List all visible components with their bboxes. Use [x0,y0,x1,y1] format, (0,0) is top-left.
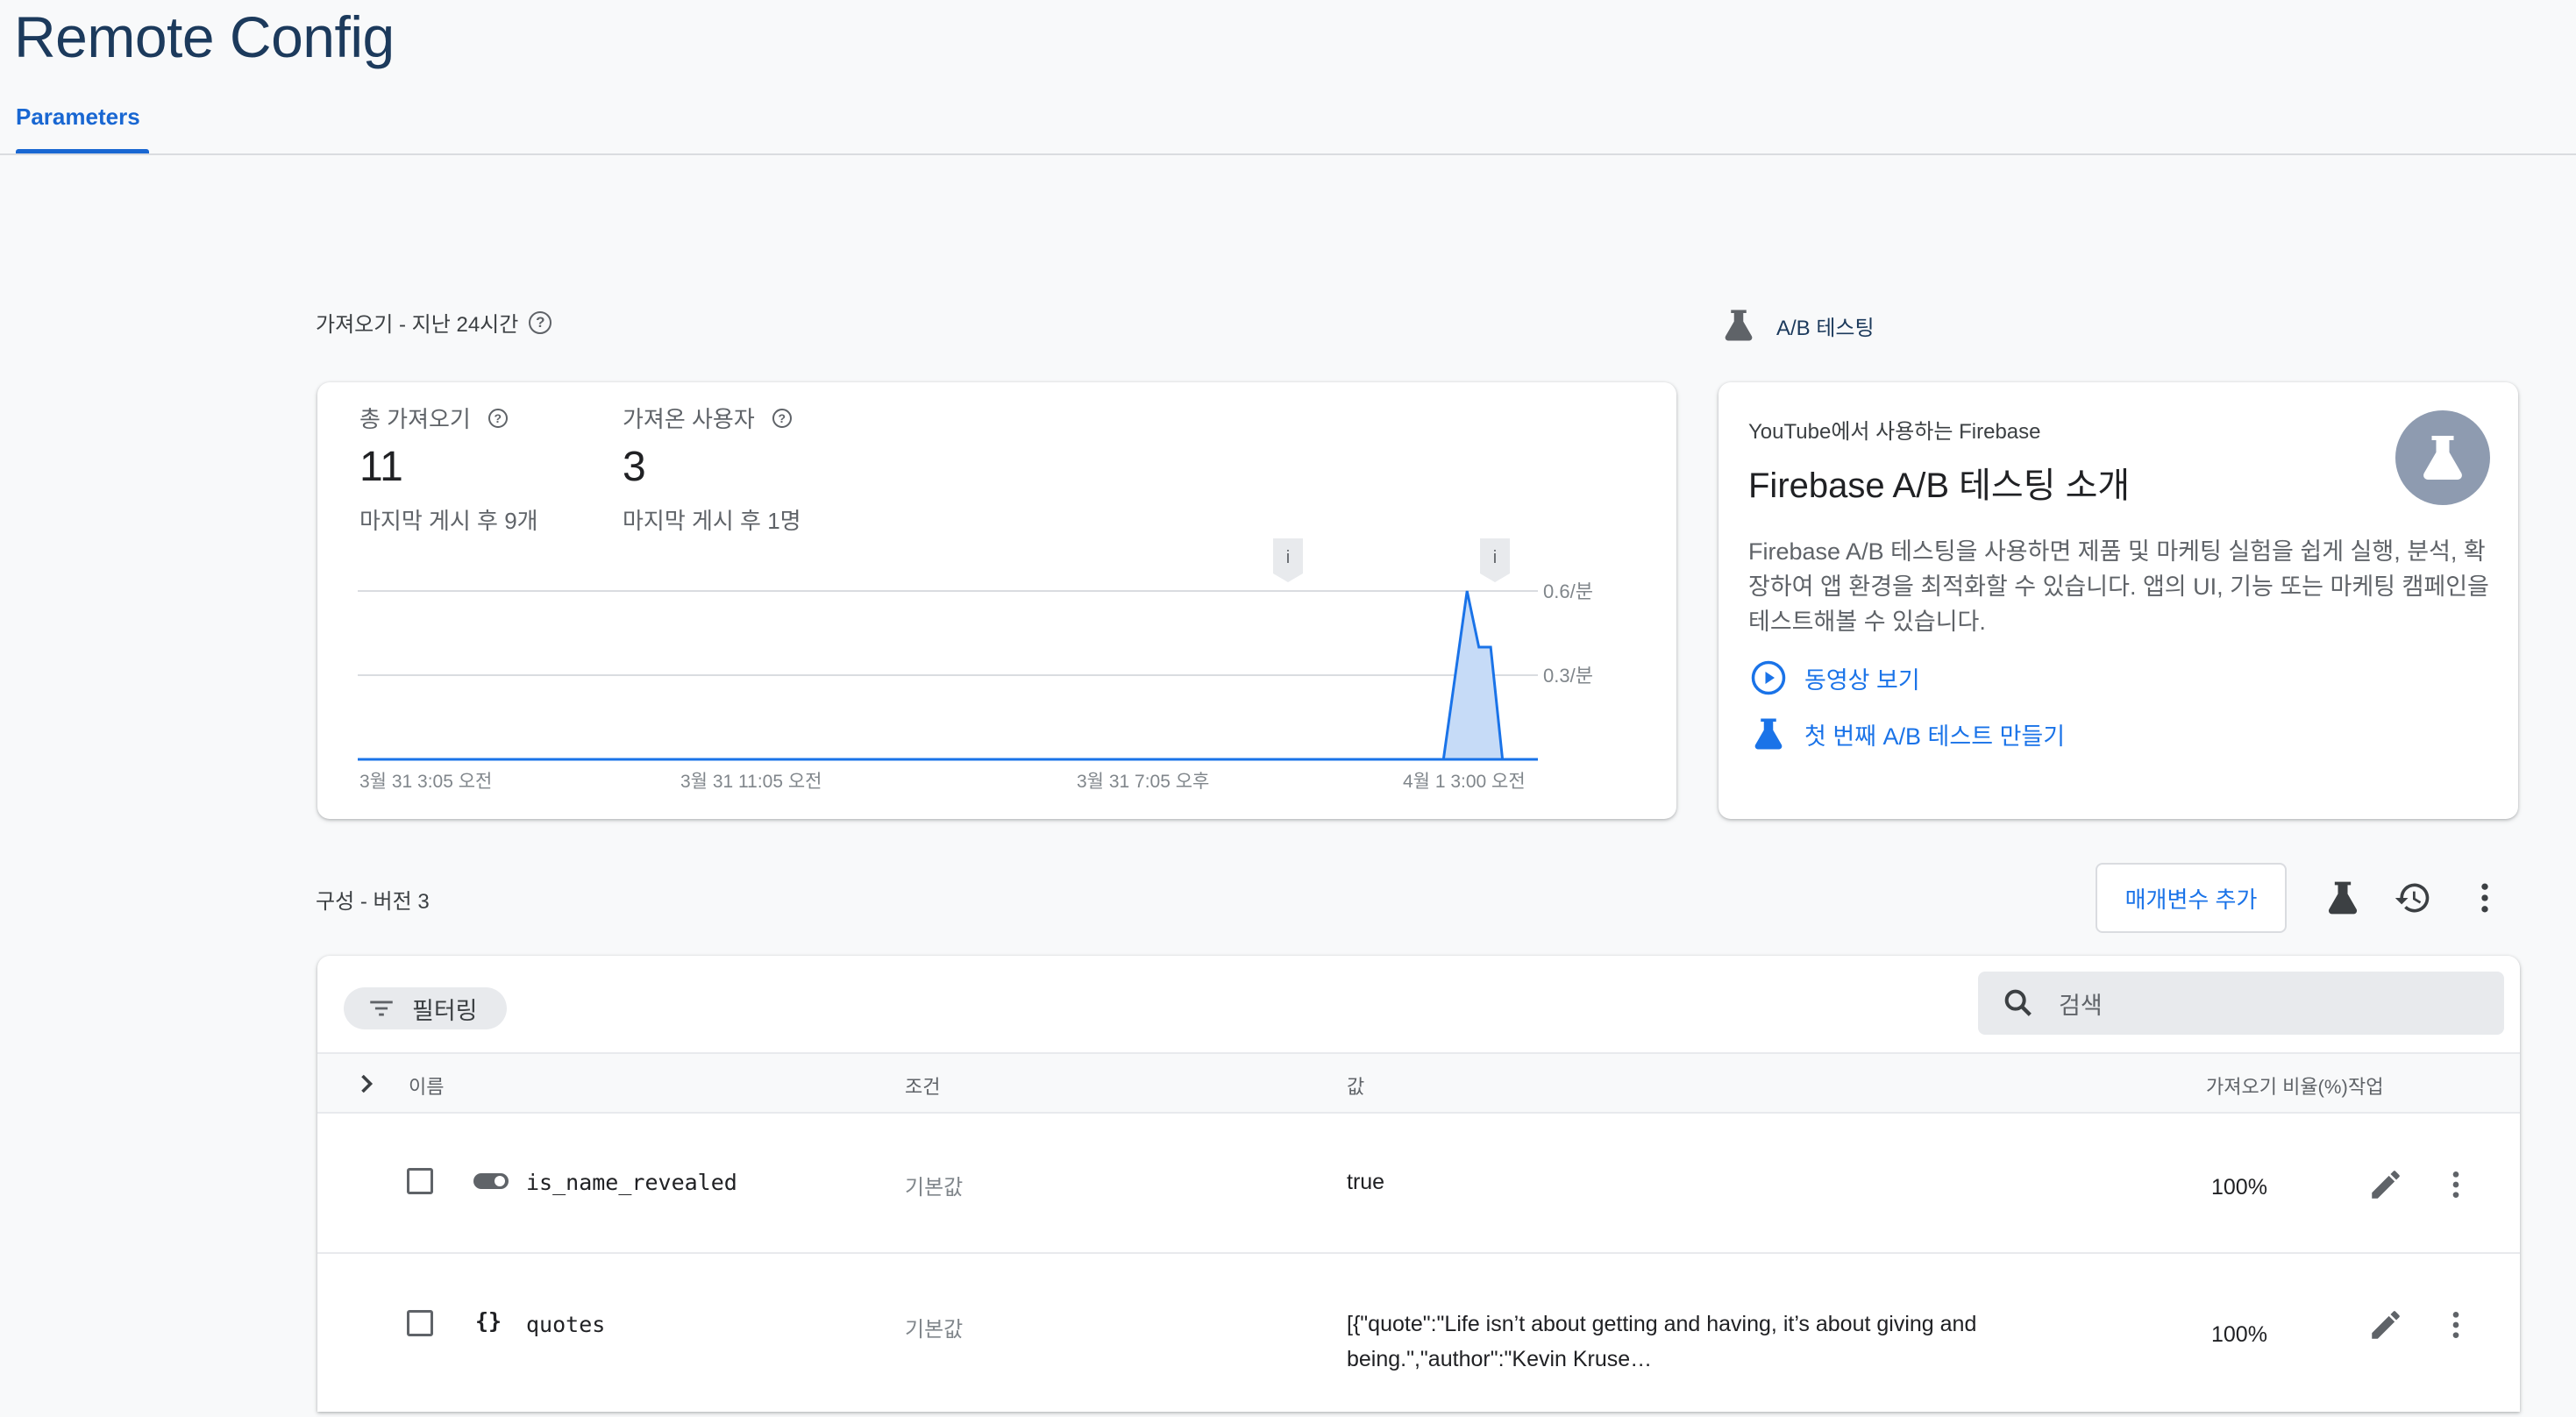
ab-description: Firebase A/B 테스팅을 사용하면 제품 및 마케팅 실험을 쉽게 실… [1748,538,2489,635]
table-header-top-border [317,1052,2520,1054]
x-tick-label: 4월 1 3:00 오전 [1403,772,1526,792]
toggle-icon [473,1173,509,1189]
watch-video-link[interactable]: 동영상 보기 [1750,659,1920,696]
filter-label: 필터링 [412,997,478,1024]
x-tick-label: 3월 31 7:05 오후 [1077,772,1209,792]
history-button[interactable] [2390,875,2436,921]
flask-icon [1754,718,1783,750]
parameter-value: true [1347,1170,1385,1194]
filter-chip[interactable]: 필터링 [344,987,507,1029]
tabs-divider [0,153,2576,155]
table-divider [317,1252,2520,1254]
ab-eyebrow: YouTube에서 사용하는 Firebase [1748,420,2041,444]
search-icon [2004,989,2032,1016]
flask-icon [2328,881,2358,915]
help-icon[interactable]: ? [487,408,508,428]
parameter-value-line: [{"quote":"Life isn’t about getting and … [1347,1312,1977,1336]
parameter-fetch-rate: 100% [2211,1175,2267,1200]
edit-button[interactable] [2364,1303,2408,1347]
users-fetch-value: 3 [623,444,646,490]
chevron-right-icon [361,1074,374,1093]
column-header-fetch-rate: 가져오기 비율(%) [2206,1076,2348,1098]
total-fetch-sub: 마지막 게시 후 9개 [359,508,538,534]
config-title: 구성 - 버전 3 [316,890,430,914]
users-fetch-sub: 마지막 게시 후 1명 [623,508,801,534]
parameter-value-line: being.","author":"Kevin Kruse… [1347,1347,1653,1371]
watch-video-label: 동영상 보기 [1804,666,1920,694]
expand-all-button[interactable] [349,1066,384,1101]
more-vert-icon [2481,883,2488,913]
table-divider [317,1112,2520,1114]
column-header-condition: 조건 [905,1076,941,1098]
fetch-section-title-text: 가져오기 - 지난 24시간 [316,313,519,337]
svg-text:i: i [1286,548,1290,567]
ab-section-title: A/B 테스팅 [1720,307,1875,344]
annotation-marker[interactable]: i [1273,538,1303,582]
annotation-marker[interactable]: i [1480,538,1510,582]
parameter-condition: 기본값 [905,1318,964,1342]
fetch-chart: 0.6/분 0.3/분 i i 3월 31 3:05 오전 3월 31 11:0… [358,538,1593,792]
pencil-icon [2372,1311,2400,1339]
row-checkbox[interactable] [407,1310,433,1336]
row-more-button[interactable] [2434,1163,2478,1207]
add-parameter-button[interactable]: 매개변수 추가 [2096,863,2287,933]
tab-active-indicator [16,149,149,153]
total-fetch-stat: 총 가져오기 ? 11 마지막 게시 후 9개 [359,402,538,536]
help-icon[interactable]: ? [529,310,552,334]
edit-button[interactable] [2364,1163,2408,1207]
search-input[interactable]: 검색 [1978,972,2504,1035]
parameter-condition: 기본값 [905,1176,964,1200]
ab-card-title: Firebase A/B 테스팅 소개 [1748,466,2131,505]
parameter-name[interactable]: quotes [526,1312,606,1337]
users-fetch-label: 가져온 사용자 [623,406,755,432]
total-fetch-value: 11 [359,444,403,490]
ab-testing-card: YouTube에서 사용하는 Firebase Firebase A/B 테스팅… [1719,382,2518,819]
more-vert-icon [2452,1171,2459,1198]
search-placeholder: 검색 [2059,992,2103,1019]
fetch-section-title: 가져오기 - 지난 24시간 ? [316,307,552,338]
create-ab-test-link[interactable]: 첫 번째 A/B 테스트 만들기 [1750,716,2065,752]
history-icon [2395,883,2430,913]
ab-hero-icon [2395,410,2490,505]
column-header-value: 값 [1347,1076,1365,1098]
y-tick-label: 0.3/분 [1543,665,1593,687]
column-header-name[interactable]: 이름 [409,1076,445,1098]
pencil-icon [2372,1171,2400,1199]
flask-icon [1725,310,1753,341]
total-fetch-label: 총 가져오기 [359,406,471,432]
help-icon[interactable]: ? [772,408,792,428]
row-more-button[interactable] [2434,1303,2478,1347]
parameter-name[interactable]: is_name_revealed [526,1170,737,1195]
svg-text:i: i [1493,548,1497,567]
create-ab-test-label: 첫 번째 A/B 테스트 만들기 [1804,723,2066,750]
users-fetch-stat: 가져온 사용자 ? 3 마지막 게시 후 1명 [623,402,801,536]
column-header-action: 작업 [2348,1076,2384,1098]
json-braces-icon: {} [475,1308,502,1334]
parameter-fetch-rate: 100% [2211,1322,2267,1347]
play-circle-icon [1751,660,1786,695]
ab-section-title-text: A/B 테스팅 [1776,316,1875,340]
x-tick-label: 3월 31 11:05 오전 [680,772,822,792]
ab-test-button[interactable] [2320,875,2366,921]
more-options-button[interactable] [2462,875,2508,921]
filter-list-icon [370,1000,393,1016]
tab-parameters[interactable]: Parameters [16,103,140,130]
row-checkbox[interactable] [407,1168,433,1194]
more-vert-icon [2452,1312,2459,1338]
fetch-stats-card: 총 가져오기 ? 11 마지막 게시 후 9개 가져온 사용자 ? 3 마지막 … [317,382,1676,819]
table-header [317,1054,2520,1112]
x-tick-label: 3월 31 3:05 오전 [359,772,492,792]
y-tick-label: 0.6/분 [1543,580,1593,602]
page-title: Remote Config [14,4,395,69]
flask-icon [2423,436,2462,480]
